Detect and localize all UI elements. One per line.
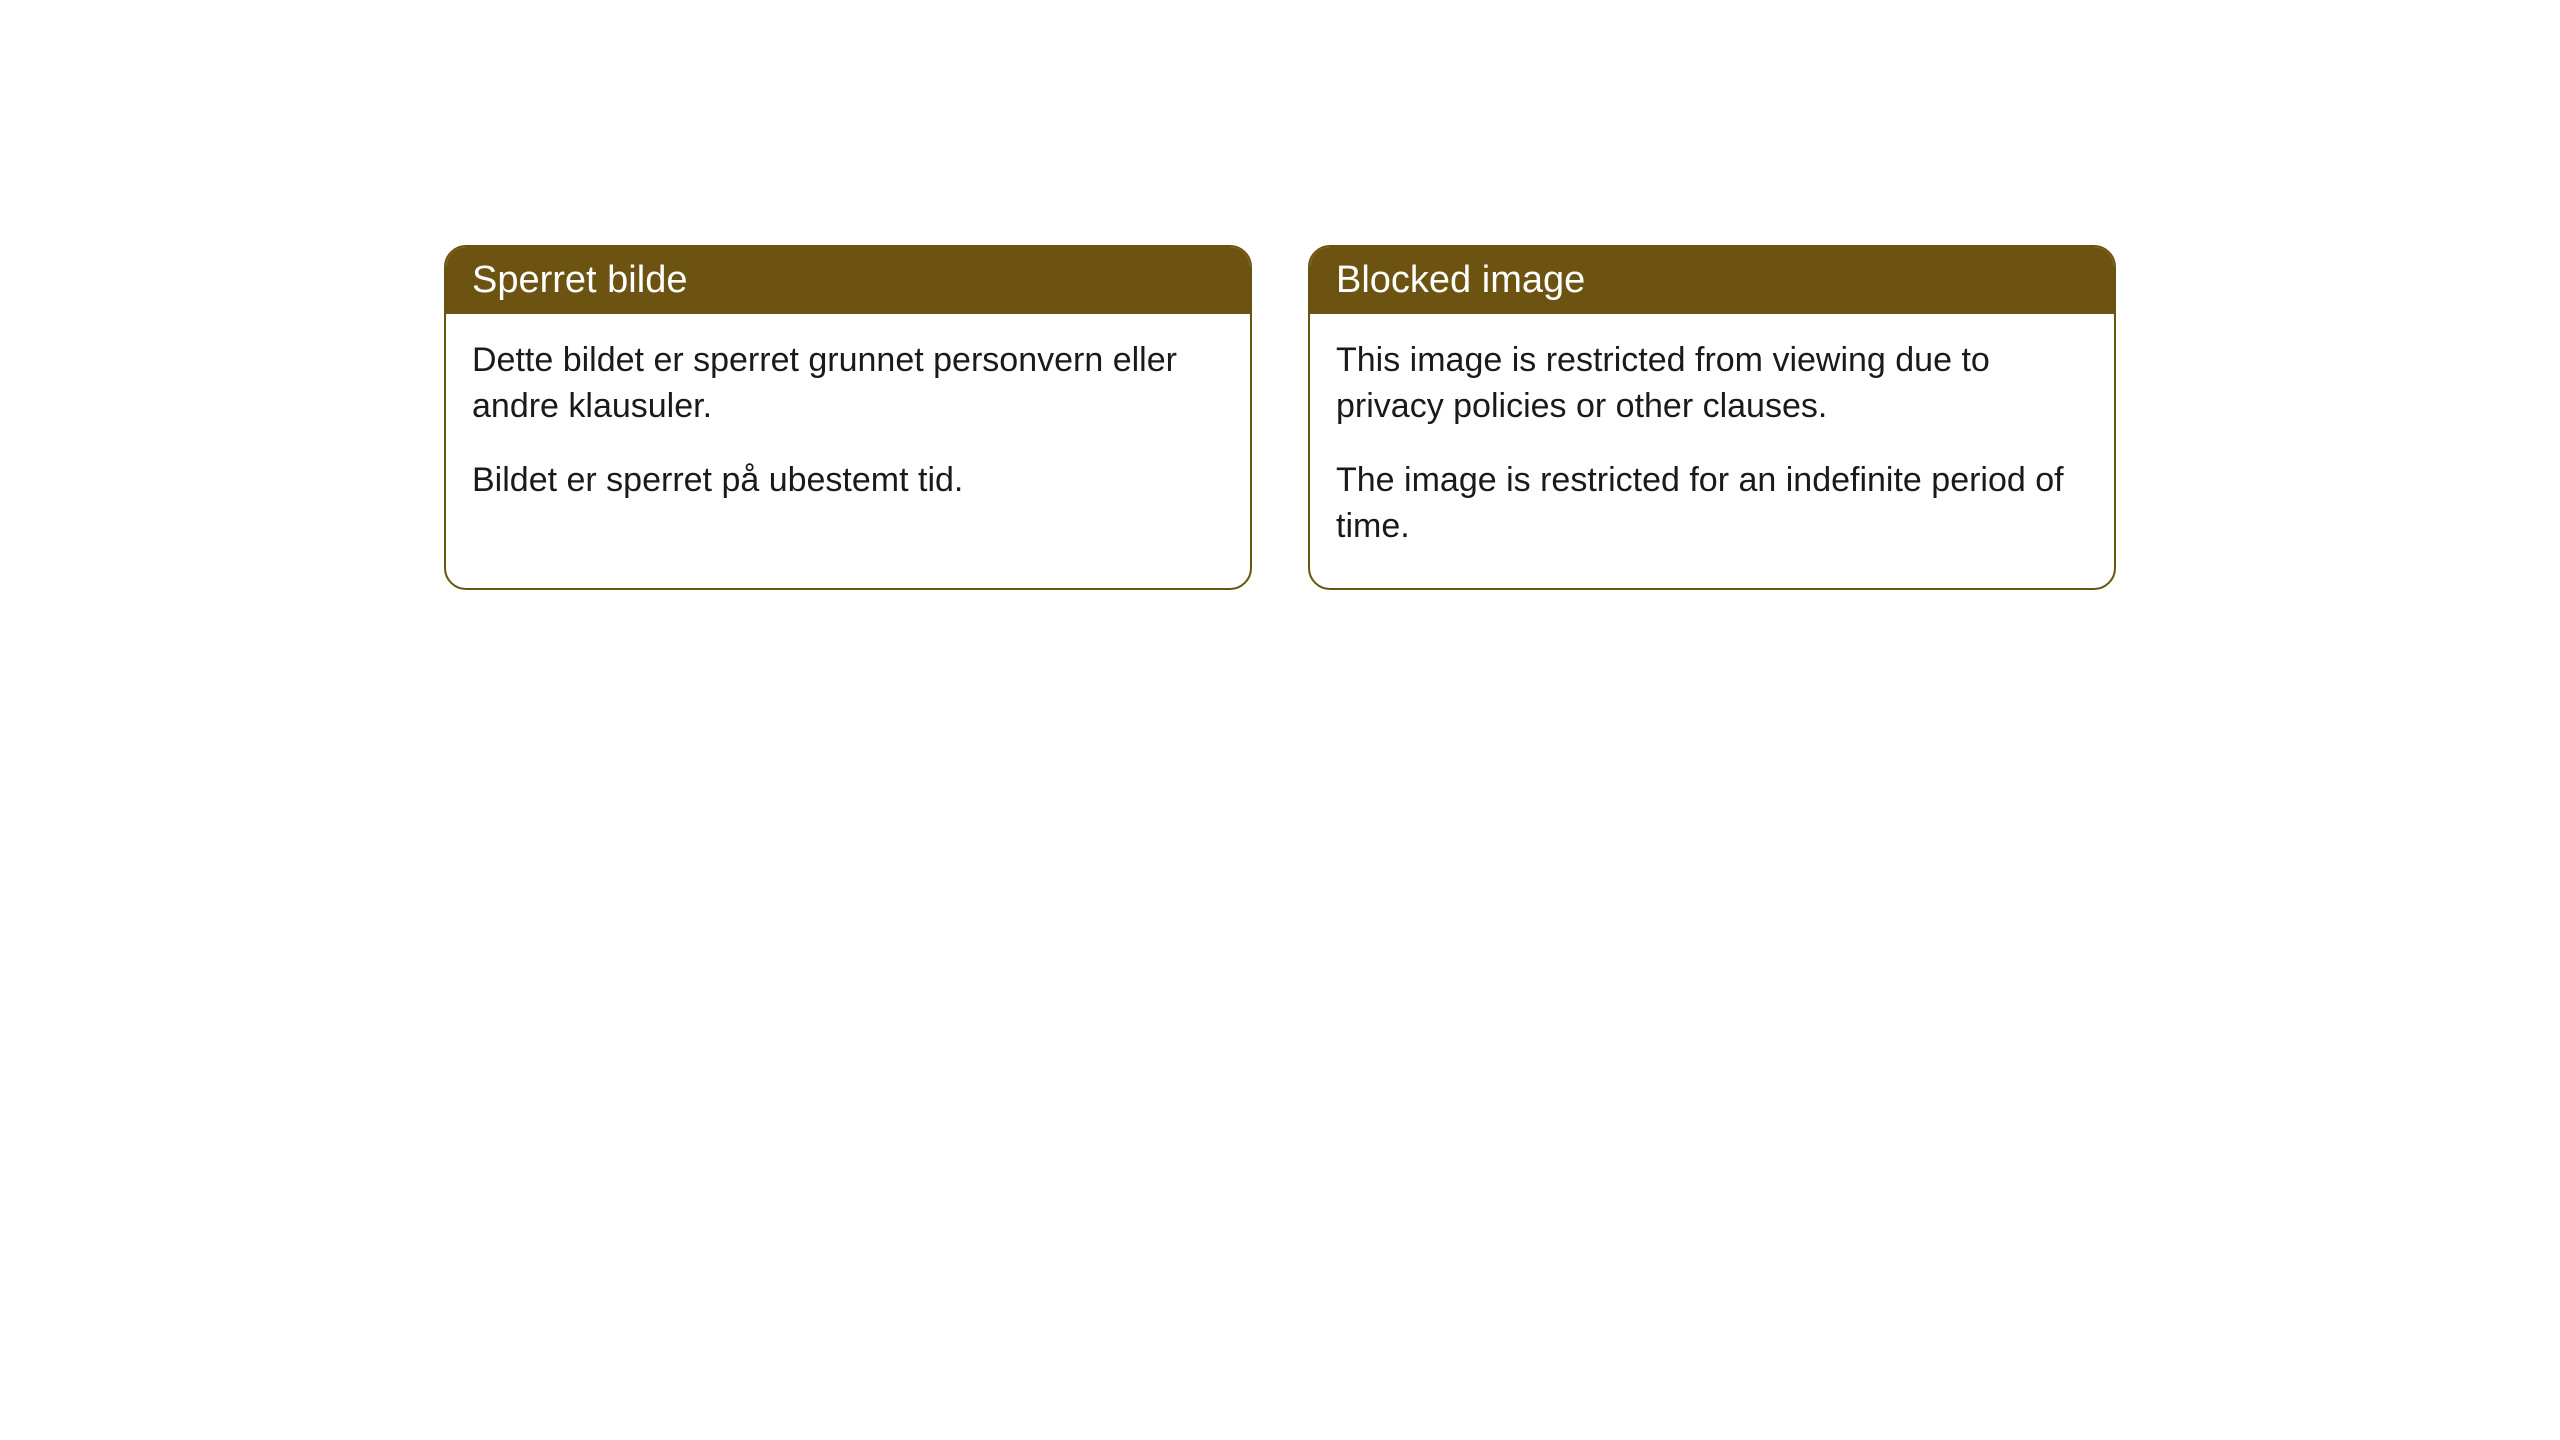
card-paragraph: This image is restricted from viewing du… (1336, 338, 2088, 430)
card-body: Dette bildet er sperret grunnet personve… (446, 314, 1250, 542)
card-header: Blocked image (1310, 247, 2114, 314)
blocked-image-card-english: Blocked image This image is restricted f… (1308, 245, 2116, 590)
card-paragraph: The image is restricted for an indefinit… (1336, 458, 2088, 550)
card-paragraph: Dette bildet er sperret grunnet personve… (472, 338, 1224, 430)
card-header: Sperret bilde (446, 247, 1250, 314)
card-title: Sperret bilde (472, 259, 687, 301)
card-body: This image is restricted from viewing du… (1310, 314, 2114, 588)
blocked-image-card-norwegian: Sperret bilde Dette bildet er sperret gr… (444, 245, 1252, 590)
card-title: Blocked image (1336, 259, 1585, 301)
notice-cards-container: Sperret bilde Dette bildet er sperret gr… (444, 245, 2116, 590)
card-paragraph: Bildet er sperret på ubestemt tid. (472, 458, 1224, 504)
